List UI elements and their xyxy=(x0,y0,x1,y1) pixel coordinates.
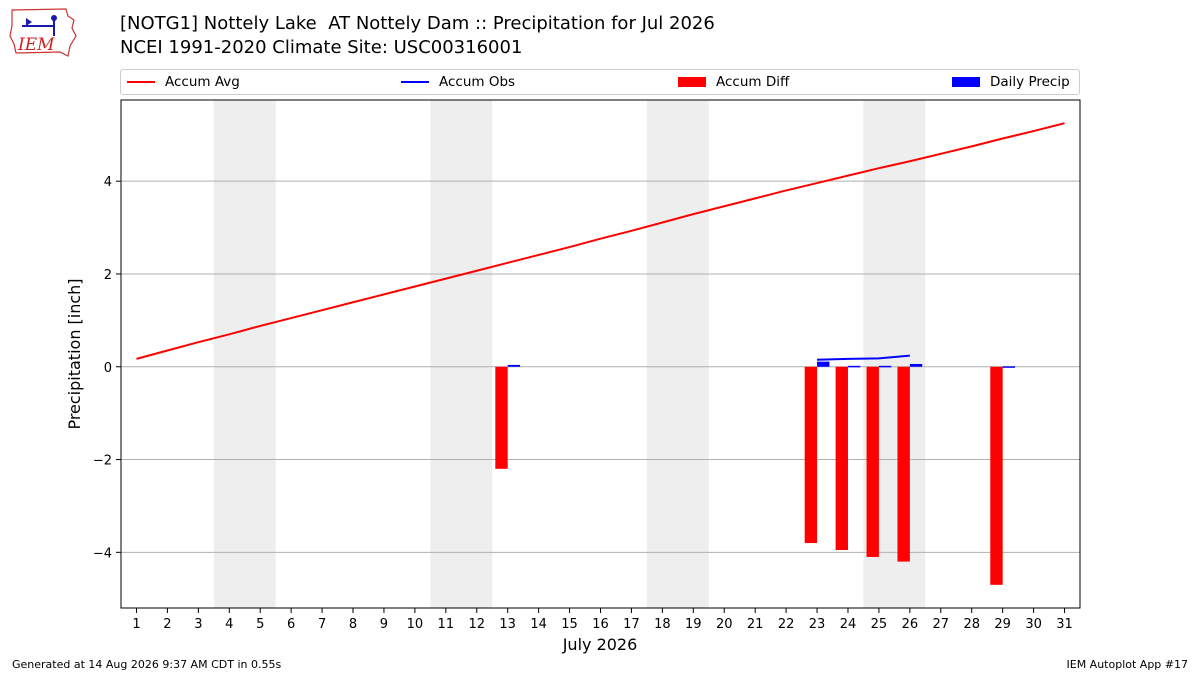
x-tick-label: 30 xyxy=(1025,617,1042,632)
daily-precip-bar xyxy=(817,361,830,367)
accum-diff-bar xyxy=(990,366,1003,585)
weekend-shading xyxy=(213,100,926,608)
y-tick-label: −4 xyxy=(93,546,112,561)
y-tick-label: −2 xyxy=(93,454,112,469)
legend-label: Daily Precip xyxy=(990,74,1070,90)
x-tick-label: 21 xyxy=(747,617,764,632)
legend-item-daily-precip: Daily Precip xyxy=(952,70,1070,94)
x-tick-label: 24 xyxy=(840,617,857,632)
x-tick-label: 7 xyxy=(318,617,326,632)
generated-note: Generated at 14 Aug 2026 9:37 AM CDT in … xyxy=(12,658,282,671)
daily-precip-bar xyxy=(878,365,892,368)
x-axis-label: July 2026 xyxy=(562,635,638,654)
x-tick-label: 25 xyxy=(871,617,888,632)
x-tick-label: 9 xyxy=(380,617,388,632)
x-tick-label: 18 xyxy=(654,617,671,632)
x-tick-label: 6 xyxy=(287,617,295,632)
x-tick-label: 26 xyxy=(902,617,919,632)
x-tick-label: 19 xyxy=(685,617,702,632)
app-note: IEM Autoplot App #17 xyxy=(1066,658,1189,671)
accum-diff-bar xyxy=(897,366,910,562)
legend-swatch xyxy=(127,81,155,83)
logo-text: IEM xyxy=(17,35,55,55)
x-tick-label: 23 xyxy=(809,617,826,632)
accum-diff-bar xyxy=(804,366,818,544)
x-axis: 1 2 3 4 5 6 7 8 9 10 11 12 13 14 15 16 17 18 19 20 21 22 23 24 2… xyxy=(132,608,1073,632)
accum-diff-bar xyxy=(866,366,879,557)
iem-logo: IEM xyxy=(9,8,77,57)
chart-subtitle: NCEI 1991-2020 Climate Site: USC00316001 xyxy=(120,37,523,58)
legend-label: Accum Obs xyxy=(439,74,516,90)
x-tick-label: 10 xyxy=(407,617,424,632)
daily-precip-bar xyxy=(909,363,923,367)
accum-diff-bar xyxy=(835,366,848,551)
legend-label: Accum Avg xyxy=(165,74,240,90)
chart-title: [NOTG1] Nottely Lake AT Nottely Dam :: P… xyxy=(120,13,715,34)
legend-swatch xyxy=(952,77,980,87)
daily-precip-bar xyxy=(1002,366,1016,368)
daily-precip-bar xyxy=(847,365,861,368)
bars xyxy=(495,361,1016,585)
x-tick-label: 22 xyxy=(778,617,795,632)
x-tick-label: 31 xyxy=(1056,617,1073,632)
x-tick-label: 29 xyxy=(994,617,1011,632)
x-tick-label: 17 xyxy=(623,617,640,632)
chart-legend: Accum Avg Accum Obs Accum Diff Daily Pre… xyxy=(120,69,1080,95)
legend-item-accum-avg: Accum Avg xyxy=(127,70,240,94)
x-tick-label: 13 xyxy=(499,617,516,632)
daily-precip-bar xyxy=(507,364,521,367)
y-tick-label: 4 xyxy=(104,175,112,190)
x-tick-label: 4 xyxy=(225,617,233,632)
legend-swatch xyxy=(678,77,706,87)
legend-swatch xyxy=(401,81,429,83)
x-tick-label: 15 xyxy=(561,617,578,632)
y-tick-label: 0 xyxy=(104,361,112,376)
x-tick-label: 1 xyxy=(132,617,140,632)
weekend-band xyxy=(213,100,276,608)
x-tick-label: 5 xyxy=(256,617,264,632)
accum-avg-line xyxy=(136,122,1065,360)
y-tick-label: 2 xyxy=(104,268,112,283)
y-axis-label: Precipitation [inch] xyxy=(65,278,84,429)
x-tick-label: 2 xyxy=(163,617,171,632)
legend-label: Accum Diff xyxy=(716,74,790,90)
weekend-band xyxy=(430,100,493,608)
x-tick-label: 27 xyxy=(933,617,950,632)
x-tick-label: 14 xyxy=(530,617,547,632)
x-tick-label: 12 xyxy=(468,617,485,632)
accum-diff-bar xyxy=(495,366,508,469)
x-tick-label: 28 xyxy=(963,617,980,632)
weekend-band xyxy=(646,100,709,608)
y-axis: −4 −2 0 2 4 xyxy=(93,175,121,561)
legend-item-accum-obs: Accum Obs xyxy=(401,70,515,94)
x-tick-label: 20 xyxy=(716,617,733,632)
series-lines xyxy=(136,122,1065,361)
x-tick-label: 3 xyxy=(194,617,202,632)
x-tick-label: 8 xyxy=(349,617,357,632)
x-tick-label: 16 xyxy=(592,617,609,632)
accum-obs-line xyxy=(817,354,910,361)
legend-item-accum-diff: Accum Diff xyxy=(678,70,789,94)
x-tick-label: 11 xyxy=(438,617,455,632)
